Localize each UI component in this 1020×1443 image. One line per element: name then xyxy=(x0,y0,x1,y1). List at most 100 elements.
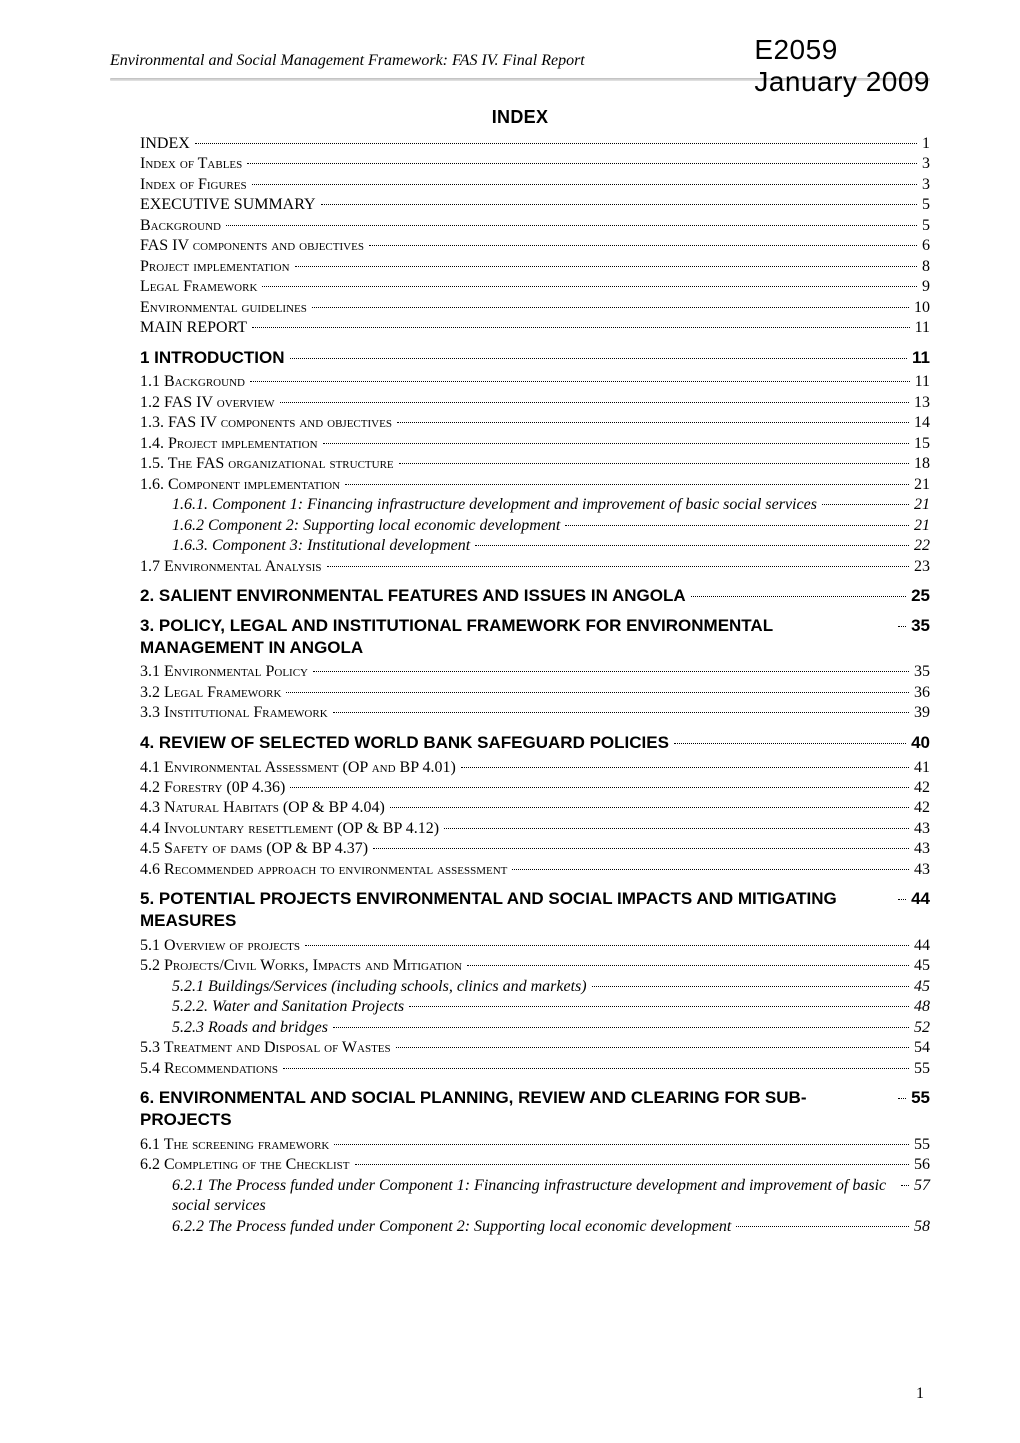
toc-page: 21 xyxy=(911,516,930,536)
toc-page: 5 xyxy=(919,216,930,236)
toc-leader xyxy=(461,767,909,768)
toc-leader xyxy=(397,422,909,423)
toc-leader xyxy=(399,463,909,464)
toc-page: 18 xyxy=(911,454,930,474)
toc-page: 41 xyxy=(911,758,930,778)
toc-row: Legal Framework9 xyxy=(110,277,930,297)
toc-leader xyxy=(901,1185,909,1186)
toc-label: 1.6.3. Component 3: Institutional develo… xyxy=(172,536,473,556)
toc-label: Background xyxy=(140,216,224,236)
toc-page: 25 xyxy=(908,585,930,607)
toc-page: 39 xyxy=(911,703,930,723)
toc-label: 5.2 Projects/Civil Works, Impacts and Mi… xyxy=(140,956,465,976)
toc-label: 4.1 Environmental Assessment (OP and BP … xyxy=(140,758,459,778)
toc-row: 4.3 Natural Habitats (OP & BP 4.04)42 xyxy=(110,798,930,818)
toc-page: 21 xyxy=(911,495,930,515)
toc-label: 1.5. The FAS organizational structure xyxy=(140,454,397,474)
toc-leader xyxy=(674,743,906,744)
toc-label: 5.1 Overview of projects xyxy=(140,936,303,956)
toc-page: 11 xyxy=(909,347,930,369)
toc-leader xyxy=(333,1027,909,1028)
table-of-contents: INDEX1Index of Tables 3Index of Figures 3 E… xyxy=(110,134,930,1237)
toc-row: Background 5 xyxy=(110,216,930,236)
toc-row: 1 INTRODUCTION 11 xyxy=(110,347,930,369)
toc-leader xyxy=(334,1144,909,1145)
toc-row: 1.6.2 Component 2: Supporting local econ… xyxy=(110,516,930,536)
toc-row: 5.2.3 Roads and bridges52 xyxy=(110,1018,930,1038)
toc-page: 22 xyxy=(911,536,930,556)
toc-row: 4.4 Involuntary resettlement (OP & BP 4.… xyxy=(110,819,930,839)
toc-label: 1 INTRODUCTION xyxy=(140,347,288,369)
toc-label: 3.3 Institutional Framework xyxy=(140,703,331,723)
toc-page: 15 xyxy=(911,434,930,454)
toc-leader xyxy=(312,307,909,308)
toc-page: 44 xyxy=(911,936,930,956)
toc-page: 40 xyxy=(908,732,930,754)
toc-leader xyxy=(262,286,917,287)
toc-row: 4. REVIEW OF SELECTED WORLD BANK SAFEGUA… xyxy=(110,732,930,754)
toc-label: 3.1 Environmental Policy xyxy=(140,662,311,682)
toc-page: 55 xyxy=(908,1087,930,1109)
toc-page: 42 xyxy=(911,778,930,798)
toc-label: 6.1 The screening framework xyxy=(140,1135,332,1155)
toc-leader xyxy=(898,626,906,627)
toc-row: 1.6.3. Component 3: Institutional develo… xyxy=(110,536,930,556)
toc-row: 3.1 Environmental Policy 35 xyxy=(110,662,930,682)
toc-label: 5.4 Recommendations xyxy=(140,1059,281,1079)
toc-page: 11 xyxy=(912,372,930,392)
toc-leader xyxy=(512,869,909,870)
document-code-block: E2059 January 2009 xyxy=(754,34,930,98)
toc-leader xyxy=(323,443,909,444)
toc-row: 5.1 Overview of projects 44 xyxy=(110,936,930,956)
toc-page: 3 xyxy=(919,154,930,174)
toc-leader xyxy=(252,184,917,185)
toc-row: 5.4 Recommendations55 xyxy=(110,1059,930,1079)
toc-leader xyxy=(195,143,917,144)
toc-label: 5. POTENTIAL PROJECTS ENVIRONMENTAL AND … xyxy=(140,888,896,932)
toc-leader xyxy=(390,807,909,808)
toc-row: EXECUTIVE SUMMARY5 xyxy=(110,195,930,215)
toc-leader xyxy=(252,327,910,328)
document-page: E2059 January 2009 Environmental and Soc… xyxy=(0,0,1020,1443)
toc-label: 3.2 Legal Framework xyxy=(140,683,284,703)
toc-label: 1.6. Component implementation xyxy=(140,475,343,495)
toc-label: 5.2.1 Buildings/Services (including scho… xyxy=(172,977,590,997)
toc-leader xyxy=(691,596,906,597)
toc-page: 35 xyxy=(911,662,930,682)
toc-row: 4.1 Environmental Assessment (OP and BP … xyxy=(110,758,930,778)
toc-label: 6.2.2 The Process funded under Component… xyxy=(172,1217,734,1237)
toc-row: 5.2.2. Water and Sanitation Projects48 xyxy=(110,997,930,1017)
toc-label: 4. REVIEW OF SELECTED WORLD BANK SAFEGUA… xyxy=(140,732,672,754)
toc-page: 1 xyxy=(919,134,930,154)
toc-label: Index of Tables xyxy=(140,154,245,174)
toc-leader xyxy=(373,848,909,849)
toc-leader xyxy=(444,828,909,829)
toc-row: Index of Tables 3 xyxy=(110,154,930,174)
toc-row: 6. ENVIRONMENTAL AND SOCIAL PLANNING, RE… xyxy=(110,1087,930,1131)
toc-page: 58 xyxy=(911,1217,930,1237)
toc-row: 6.2 Completing of the Checklist56 xyxy=(110,1155,930,1175)
toc-page: 36 xyxy=(911,683,930,703)
toc-label: Index of Figures xyxy=(140,175,250,195)
toc-row: Project implementation8 xyxy=(110,257,930,277)
toc-row: 1.1 Background11 xyxy=(110,372,930,392)
index-title: INDEX xyxy=(110,107,930,128)
toc-leader xyxy=(369,245,917,246)
toc-row: 4.2 Forestry (0P 4.36)42 xyxy=(110,778,930,798)
toc-page: 6 xyxy=(919,236,930,256)
toc-leader xyxy=(286,692,909,693)
toc-label: 1.4. Project implementation xyxy=(140,434,321,454)
toc-row: 1.3. FAS IV components and objectives14 xyxy=(110,413,930,433)
toc-page: 52 xyxy=(911,1018,930,1038)
toc-label: 1.6.2 Component 2: Supporting local econ… xyxy=(172,516,563,536)
toc-row: INDEX1 xyxy=(110,134,930,154)
toc-leader xyxy=(333,712,909,713)
toc-leader xyxy=(305,945,909,946)
toc-row: 1.5. The FAS organizational structure 18 xyxy=(110,454,930,474)
toc-page: 13 xyxy=(911,393,930,413)
toc-leader xyxy=(736,1226,909,1227)
toc-label: 5.2.2. Water and Sanitation Projects xyxy=(172,997,407,1017)
toc-label: 2. SALIENT ENVIRONMENTAL FEATURES AND IS… xyxy=(140,585,689,607)
toc-row: 4.5 Safety of dams (OP & BP 4.37)43 xyxy=(110,839,930,859)
toc-leader xyxy=(321,204,917,205)
